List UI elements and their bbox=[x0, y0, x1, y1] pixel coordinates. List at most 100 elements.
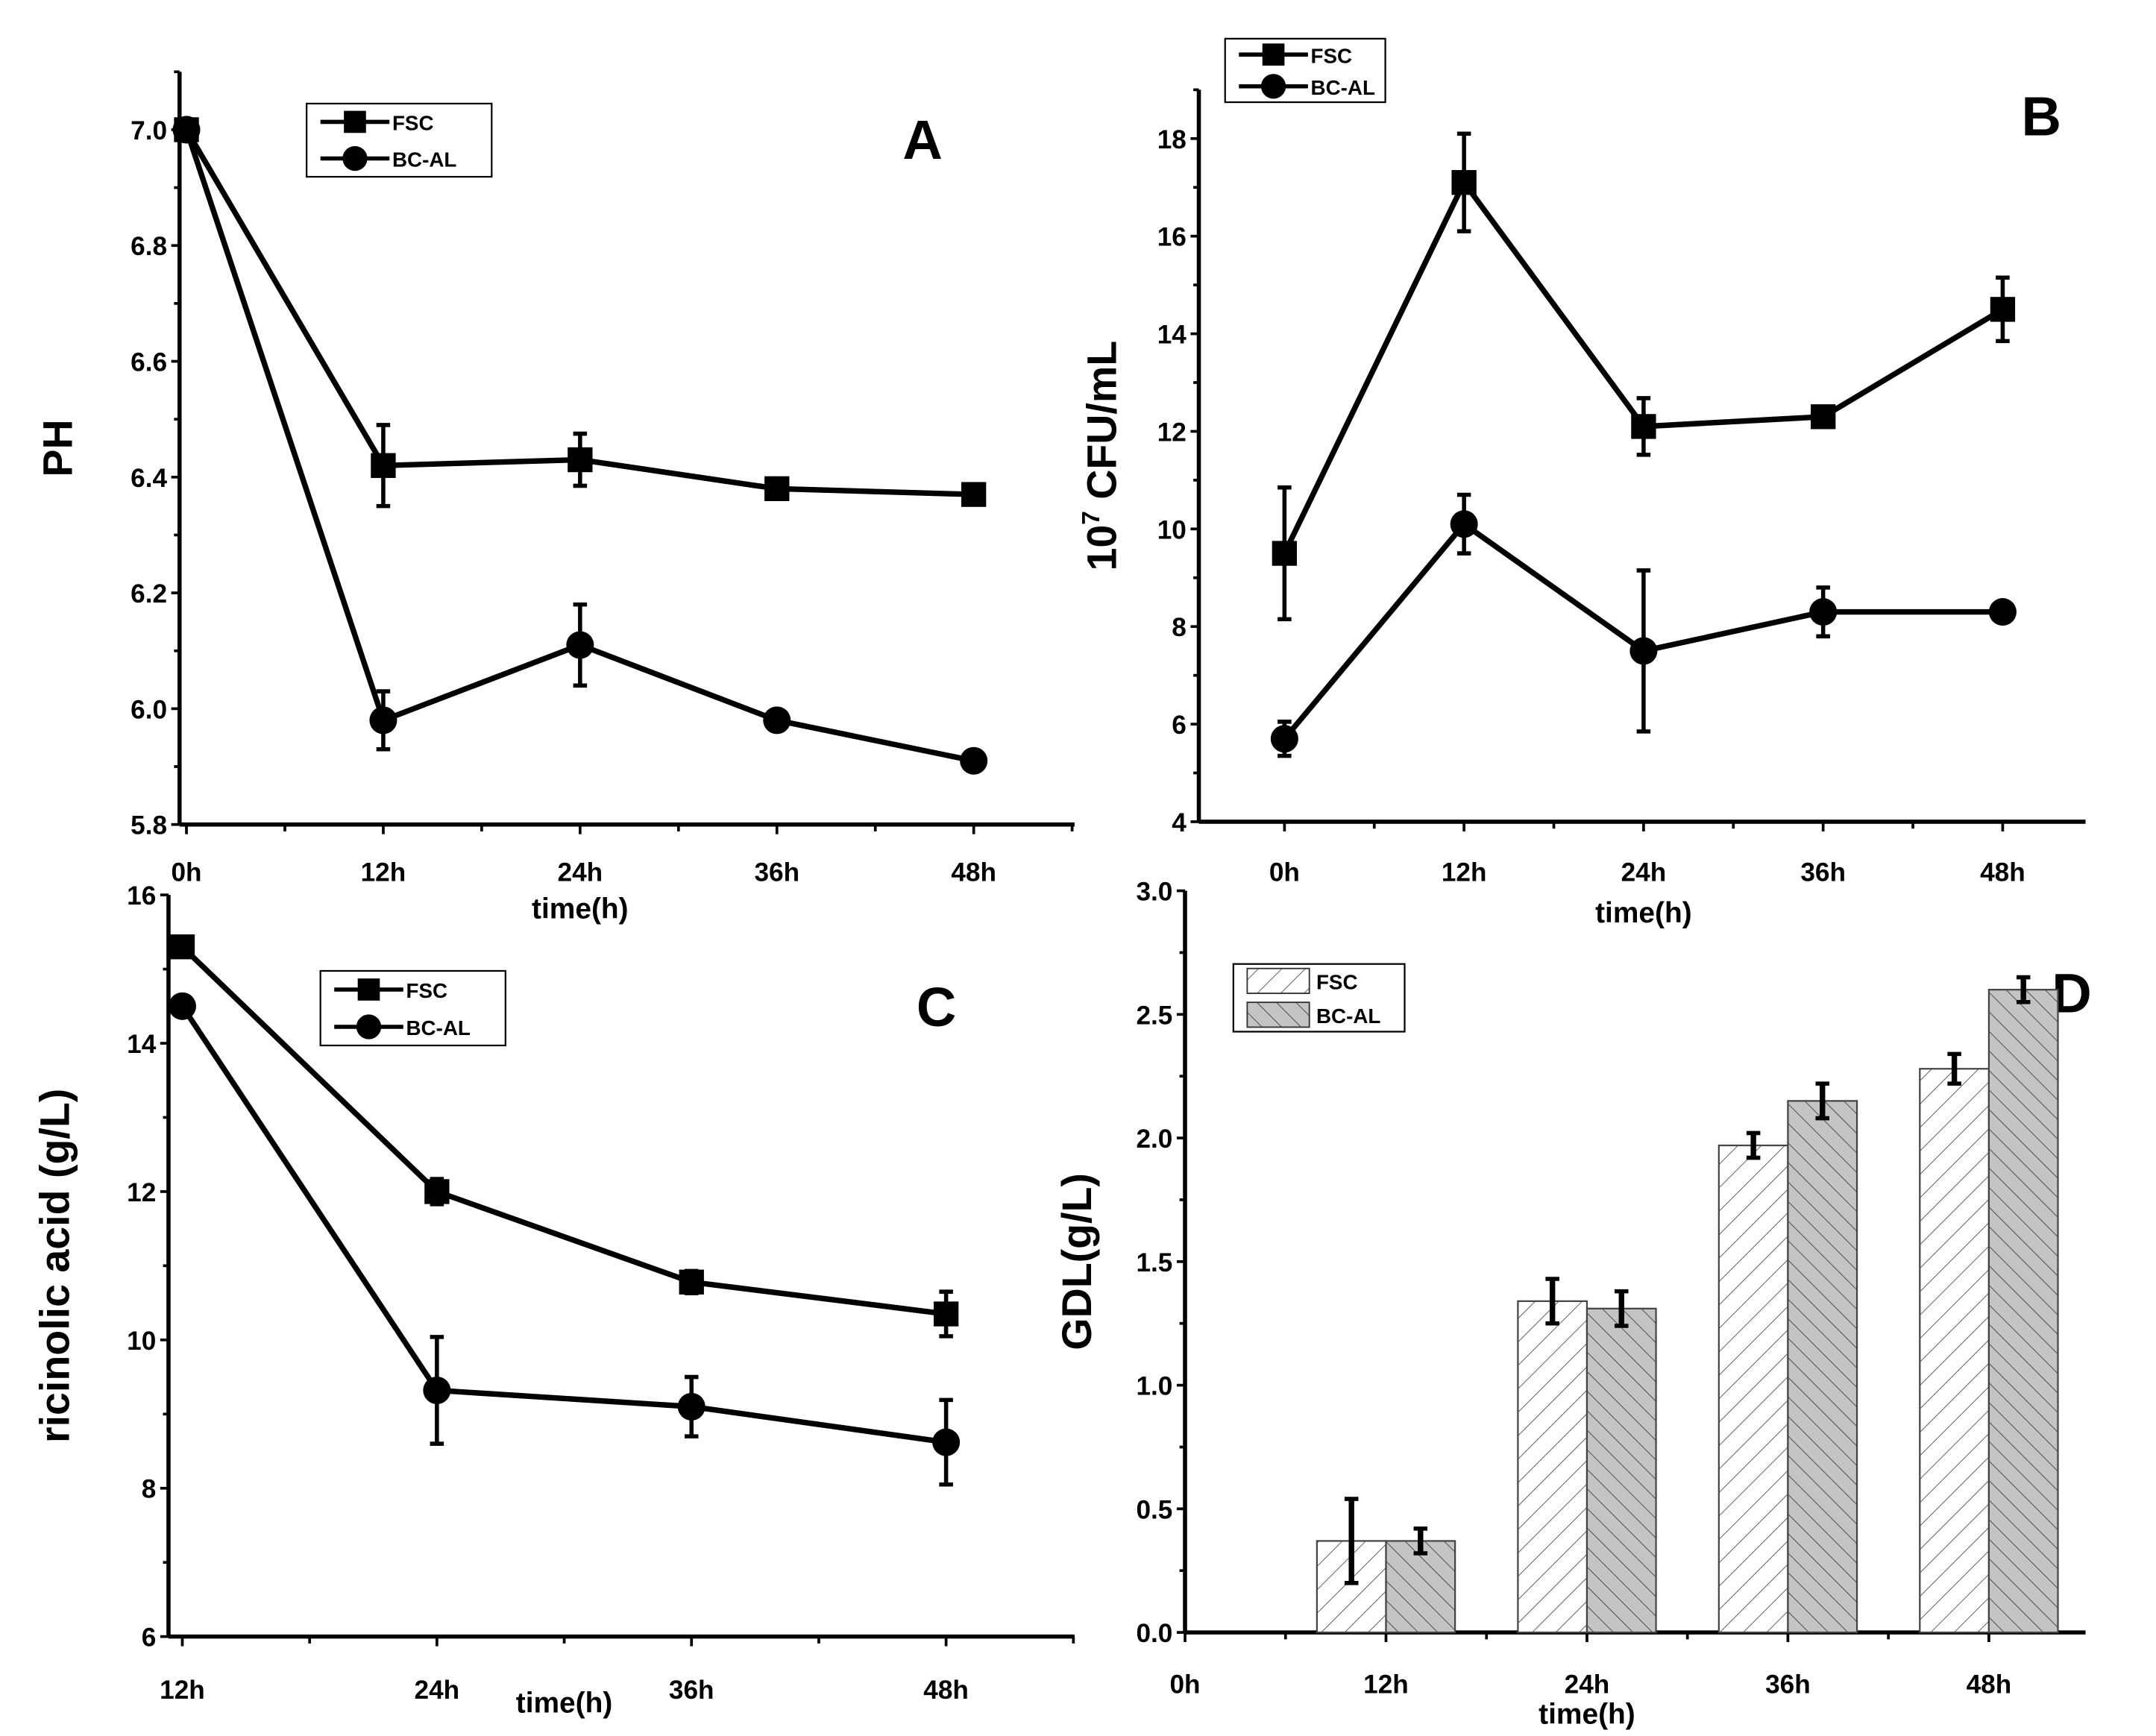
x-axis-label: time(h) bbox=[516, 1688, 613, 1720]
x-tick-label: 36h bbox=[669, 1676, 714, 1705]
panel-D: 0.0 0.5 1.0 1.5 2.0 2.5 3.0 0h 12h 24h 36h 48h time(… bbox=[1054, 878, 2092, 1731]
legend-box bbox=[306, 102, 493, 178]
legend-label: FSC bbox=[406, 979, 447, 1002]
data-point-circle bbox=[677, 1392, 705, 1421]
panel-B: 4 6 8 10 12 14 16 18 0h 12h 24h 36h 48h time(h) 107 CF… bbox=[1078, 37, 2086, 929]
bar-fsc bbox=[1517, 1300, 1588, 1634]
x-tick-label: 48h bbox=[951, 858, 996, 887]
data-point-square bbox=[169, 934, 195, 960]
data-point-square bbox=[424, 1179, 450, 1204]
y-axis-label: 107 CFU/mL bbox=[1078, 341, 1125, 571]
data-point-circle bbox=[423, 1376, 451, 1404]
x-tick-label: 36h bbox=[1800, 858, 1846, 887]
legend-circle-marker bbox=[356, 1014, 382, 1040]
data-point-circle bbox=[960, 746, 988, 775]
panel-letter: A bbox=[902, 109, 943, 171]
x-tick-label: 12h bbox=[361, 858, 406, 887]
y-tick-label: 8 bbox=[1172, 613, 1187, 642]
y-tick-label: 6.0 bbox=[131, 695, 167, 724]
bar-bc-al bbox=[1787, 1100, 1858, 1634]
panel-A: 5.8 6.0 6.2 6.4 6.6 6.8 7.0 0h 12h 24h 36h 48h time(… bbox=[34, 70, 1075, 925]
data-point-square bbox=[371, 453, 396, 478]
data-point-square bbox=[1990, 297, 2016, 322]
bar-bc-al bbox=[1987, 989, 2059, 1634]
y-tick-label: 12 bbox=[1157, 418, 1187, 447]
y-tick-label: 10 bbox=[127, 1327, 156, 1356]
x-axis-label: time(h) bbox=[1539, 1698, 1635, 1730]
y-tick-label: 3.0 bbox=[1136, 878, 1172, 907]
panel-C: 6 8 10 12 14 16 12h 24h 36h 48h time(h) ricinolic a… bbox=[32, 881, 1075, 1720]
x-tick-label: 24h bbox=[415, 1676, 460, 1705]
legend-label: BC-AL bbox=[1316, 1004, 1380, 1028]
series-line-bc-al bbox=[180, 1004, 947, 1445]
legend-circle-marker bbox=[1260, 74, 1286, 99]
x-tick-label: 48h bbox=[1980, 858, 2025, 887]
y-tick-label: 5.8 bbox=[131, 811, 167, 840]
bar-bc-al bbox=[1385, 1540, 1456, 1634]
data-point-circle bbox=[369, 706, 397, 735]
y-tick-label: 2.0 bbox=[1136, 1125, 1172, 1154]
data-point-circle bbox=[1629, 637, 1658, 665]
x-tick-label: 0h bbox=[1170, 1670, 1201, 1699]
y-tick-label: 16 bbox=[1157, 223, 1187, 252]
x-tick-label: 36h bbox=[1765, 1670, 1811, 1699]
x-tick-label: 0h bbox=[1269, 858, 1300, 887]
y-tick-label: 12 bbox=[127, 1178, 156, 1207]
x-axis-label: time(h) bbox=[532, 893, 629, 925]
data-point-square bbox=[764, 476, 790, 502]
y-tick-label: 14 bbox=[1157, 321, 1187, 350]
bar-fsc bbox=[1919, 1068, 1990, 1634]
x-tick-label: 24h bbox=[558, 858, 603, 887]
x-tick-label: 48h bbox=[923, 1676, 969, 1705]
y-tick-label: 1.5 bbox=[1136, 1248, 1172, 1277]
y-tick-label: 4 bbox=[1172, 808, 1187, 837]
y-axis-label: ricinolic acid (g/L) bbox=[32, 1089, 78, 1443]
y-tick-label: 6.4 bbox=[131, 464, 167, 493]
x-tick-label: 12h bbox=[1363, 1670, 1409, 1699]
y-tick-label: 6 bbox=[142, 1623, 157, 1652]
y-axis-label: PH bbox=[34, 419, 81, 477]
data-point-circle bbox=[1270, 725, 1298, 753]
bar-bc-al bbox=[1585, 1307, 1657, 1634]
legend-square-marker bbox=[357, 978, 380, 1001]
data-point-circle bbox=[763, 706, 791, 735]
y-tick-label: 10 bbox=[1157, 515, 1187, 544]
y-tick-label: 6.2 bbox=[131, 579, 167, 608]
y-tick-label: 6 bbox=[1172, 711, 1187, 740]
data-point-circle bbox=[172, 116, 201, 144]
x-tick-label: 12h bbox=[1442, 858, 1487, 887]
legend-box bbox=[319, 969, 506, 1047]
legend-swatch-bc-al bbox=[1246, 1001, 1310, 1028]
data-point-circle bbox=[1988, 598, 2017, 626]
legend-square-marker bbox=[1262, 43, 1285, 66]
y-tick-label: 1.0 bbox=[1136, 1372, 1172, 1401]
data-point-circle bbox=[1809, 598, 1838, 626]
data-point-circle bbox=[1450, 510, 1478, 538]
data-point-square bbox=[933, 1301, 959, 1327]
y-tick-label: 6.6 bbox=[131, 347, 167, 377]
x-axis-label: time(h) bbox=[1595, 897, 1692, 929]
y-tick-label: 16 bbox=[127, 881, 156, 911]
data-point-square bbox=[1810, 404, 1836, 430]
y-axis-label-unit: CFU/mL bbox=[1078, 341, 1125, 511]
y-tick-label: 18 bbox=[1157, 125, 1187, 154]
x-tick-label: 12h bbox=[160, 1676, 205, 1705]
y-tick-label: 14 bbox=[127, 1030, 157, 1059]
data-point-square bbox=[1272, 541, 1298, 566]
legend-label: BC-AL bbox=[1311, 76, 1375, 99]
x-tick-label: 24h bbox=[1621, 858, 1667, 887]
bar-fsc bbox=[1717, 1144, 1789, 1634]
y-tick-label: 6.8 bbox=[131, 232, 167, 261]
legend-swatch-fsc bbox=[1246, 967, 1310, 994]
y-tick-label: 8 bbox=[142, 1475, 157, 1504]
y-tick-label: 0.5 bbox=[1136, 1495, 1172, 1524]
legend-label: BC-AL bbox=[392, 148, 456, 172]
x-tick-label: 36h bbox=[754, 858, 799, 887]
data-point-circle bbox=[168, 992, 196, 1020]
panel-letter: B bbox=[2022, 86, 2062, 148]
legend-label: FSC bbox=[392, 112, 434, 135]
y-axis-label: GDL(g/L) bbox=[1054, 1173, 1100, 1350]
legend-circle-marker bbox=[342, 145, 368, 172]
data-point-square bbox=[1451, 170, 1477, 195]
